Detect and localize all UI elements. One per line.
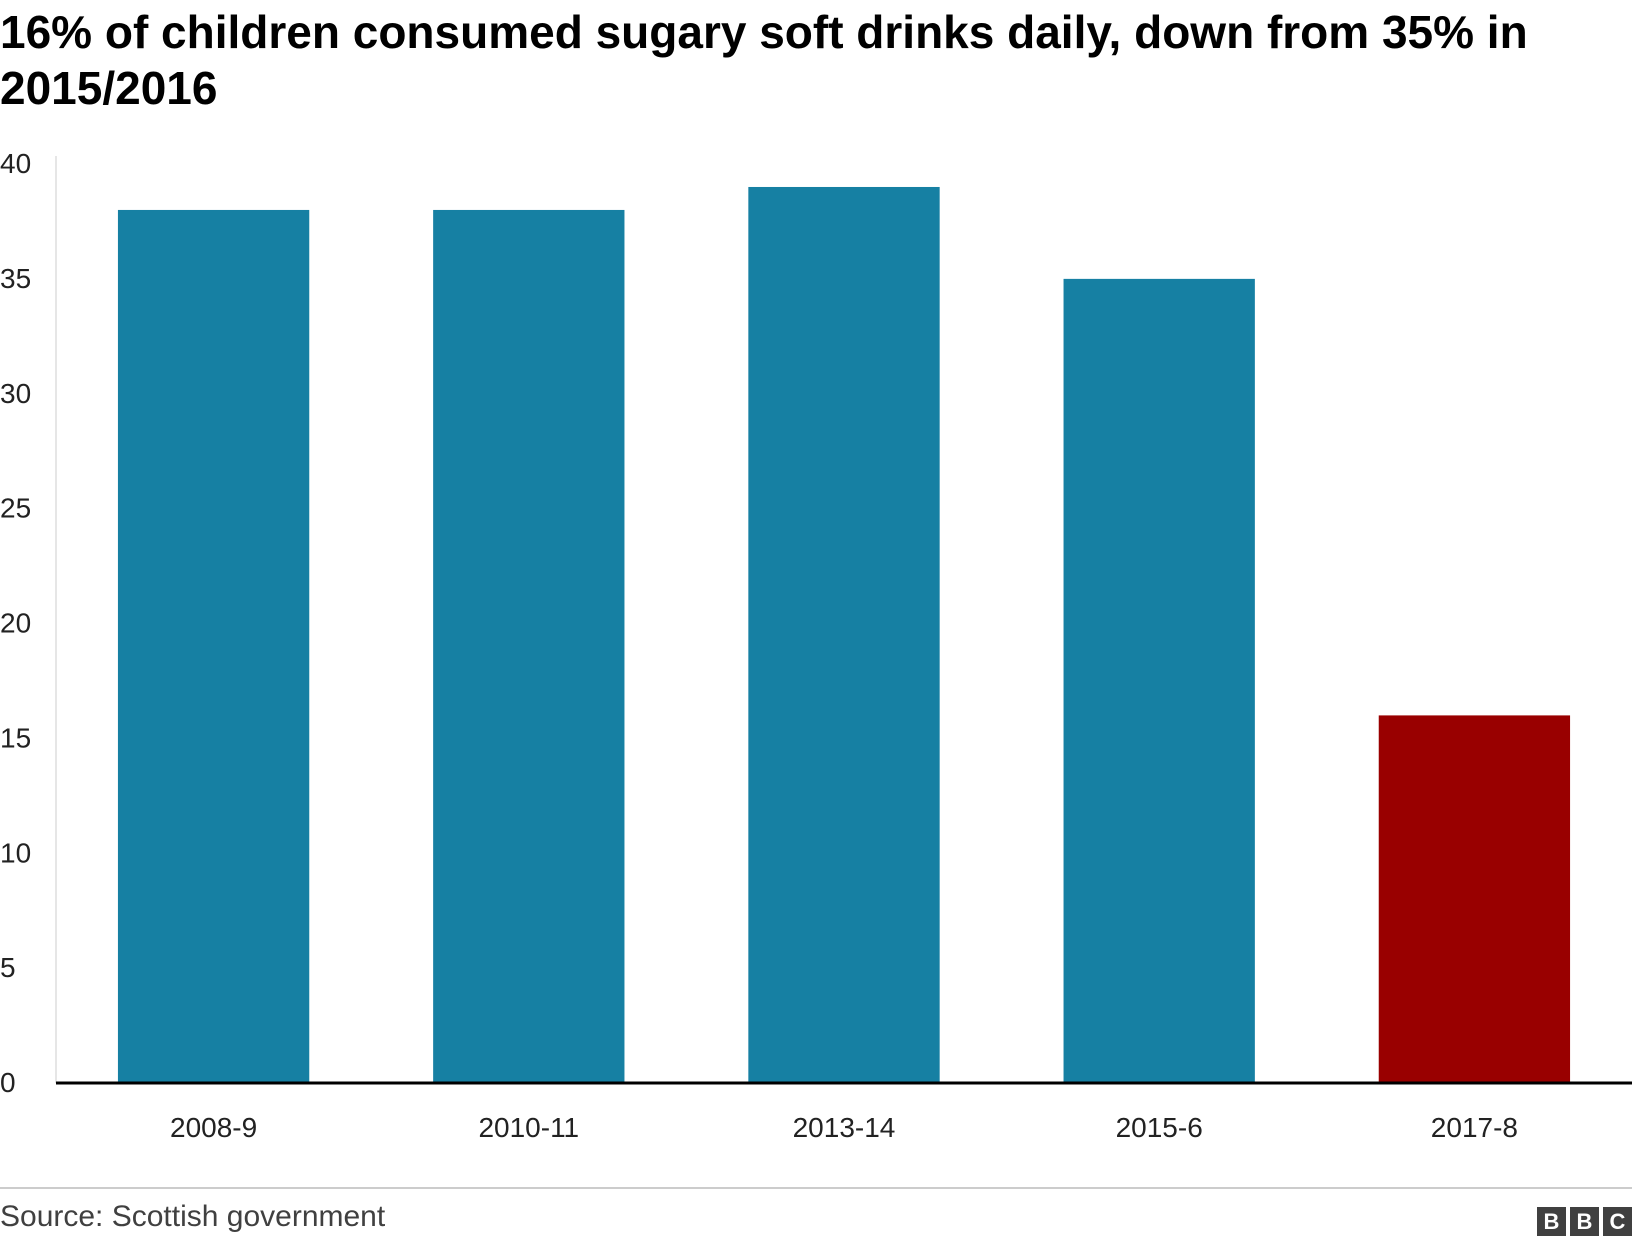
source-note: Source: Scottish government [0,1200,386,1233]
bar-2013-14 [748,186,940,1084]
y-axis: 0 5 10 15 20 25 30 35 40 [0,148,57,1098]
y-tick-label: 0 [0,1067,16,1098]
y-tick-label: 20 [0,608,31,639]
y-tick-label: 15 [0,722,31,753]
footer-divider [0,1187,1632,1189]
x-tick-label: 2010-11 [478,1112,579,1140]
x-axis: 2008-9 2010-11 2013-14 2015-6 2017-8 [56,1081,1632,1140]
y-tick-label: 35 [0,263,31,294]
bar-2010-11 [433,209,625,1083]
x-tick-label: 2017-8 [1431,1112,1518,1140]
y-tick-label: 25 [0,493,31,524]
logo-letter-b2: B [1570,1207,1599,1236]
bar-2008-9 [117,209,310,1083]
x-tick-label: 2015-6 [1116,1112,1203,1140]
bbc-logo: B B C [1537,1207,1632,1236]
bar-2017-8 [1378,715,1571,1083]
y-tick-label: 30 [0,378,31,409]
chart-title: 16% of children consumed sugary soft dri… [0,6,1528,114]
y-tick-label: 10 [0,837,31,868]
bar-2015-6 [1063,278,1255,1083]
bars [117,186,1571,1084]
bar-chart: 0 5 10 15 20 25 30 35 40 2008-9 2010-11 2013-14 201… [0,148,1632,1140]
y-tick-label: 5 [0,952,16,983]
logo-letter-c: C [1603,1207,1632,1236]
x-tick-label: 2013-14 [793,1112,896,1140]
logo-letter-b1: B [1537,1207,1566,1236]
y-tick-label: 40 [0,148,31,179]
x-tick-label: 2008-9 [170,1112,257,1140]
